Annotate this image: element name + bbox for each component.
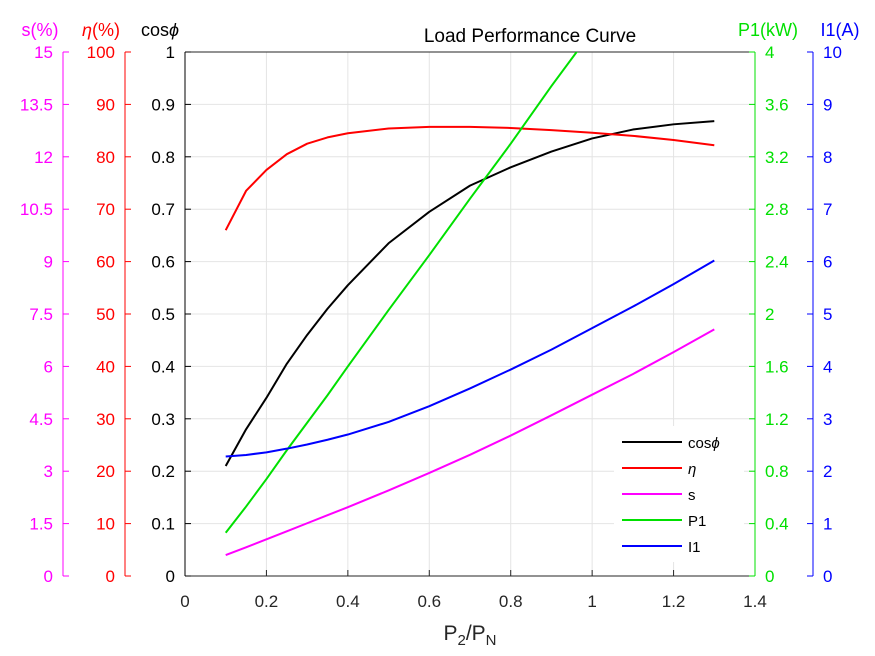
cos-tick-label: 1 xyxy=(166,43,175,62)
s-tick-label: 3 xyxy=(44,462,53,481)
series-line-i1 xyxy=(225,259,715,458)
legend-label-cos-main: cos xyxy=(688,435,711,452)
eta-tick-label: 40 xyxy=(96,357,115,376)
x-tick-label: 1.2 xyxy=(662,592,686,611)
p1-tick-label: 2 xyxy=(765,305,774,324)
eta-tick-label: 20 xyxy=(96,462,115,481)
legend-label-i1: I1 xyxy=(688,539,701,556)
p1-tick-label: 3.2 xyxy=(765,148,789,167)
i1-tick-label: 4 xyxy=(823,357,832,376)
s-tick-label: 10.5 xyxy=(20,200,53,219)
p1-tick-label: 1.6 xyxy=(765,357,789,376)
grid xyxy=(185,52,755,576)
eta-tick-label: 70 xyxy=(96,200,115,219)
eta-tick-label: 50 xyxy=(96,305,115,324)
s-tick-label: 1.5 xyxy=(29,515,53,534)
legend-label-p1: P1 xyxy=(688,513,706,530)
x-tick-label: 0 xyxy=(180,592,189,611)
eta-axis-title-rest: (%) xyxy=(92,20,120,40)
cos-tick-label: 0.9 xyxy=(151,95,175,114)
eta-tick-label: 60 xyxy=(96,253,115,272)
i1-tick-label: 2 xyxy=(823,462,832,481)
i1-tick-label: 7 xyxy=(823,200,832,219)
cos-tick-label: 0.4 xyxy=(151,357,175,376)
x-tick-label: 0.2 xyxy=(255,592,279,611)
eta-tick-label: 30 xyxy=(96,410,115,429)
x-axis-label-sub2: N xyxy=(486,632,497,649)
i1-tick-label: 9 xyxy=(823,95,832,114)
axes: 0 0.2 0.4 0.6 0.8 1 1.2 1.401.534.567.5910.5121… xyxy=(20,43,842,611)
x-tick-label: 1.4 xyxy=(743,592,767,611)
s-tick-label: 9 xyxy=(44,253,53,272)
legend-label-cos: cosϕ xyxy=(688,435,720,452)
i1-tick-label: 3 xyxy=(823,410,832,429)
series-line-eta xyxy=(224,125,715,231)
eta-tick-label: 80 xyxy=(96,148,115,167)
eta-tick-label: 10 xyxy=(96,515,115,534)
p1-tick-label: 3.6 xyxy=(765,95,789,114)
cos-tick-label: 0.3 xyxy=(151,410,175,429)
x-axis-label-sub1: 2 xyxy=(457,632,465,649)
i1-tick-label: 5 xyxy=(823,305,832,324)
plot-area xyxy=(185,51,755,577)
cos-tick-label: 0.6 xyxy=(151,253,175,272)
p1-tick-label: 0 xyxy=(765,567,774,586)
eta-axis-title: η(%) xyxy=(82,20,120,40)
cos-tick-label: 0.8 xyxy=(151,148,175,167)
cos-tick-label: 0 xyxy=(166,567,175,586)
s-tick-label: 6 xyxy=(44,357,53,376)
cos-tick-label: 0.1 xyxy=(151,515,175,534)
i1-tick-label: 0 xyxy=(823,567,832,586)
x-axis-label-sep: /P xyxy=(466,622,486,645)
p1-tick-label: 2.8 xyxy=(765,200,789,219)
legend: cosϕ η s P1 I1 xyxy=(614,426,744,562)
s-tick-label: 13.5 xyxy=(20,95,53,114)
s-tick-label: 12 xyxy=(34,148,53,167)
cos-axis-title: cosϕ xyxy=(141,20,179,40)
legend-label-cos-greek: ϕ xyxy=(711,435,719,452)
p1-tick-label: 1.2 xyxy=(765,410,789,429)
x-tick-label: 0.4 xyxy=(336,592,360,611)
chart-title: Load Performance Curve xyxy=(424,26,636,47)
s-tick-label: 15 xyxy=(34,43,53,62)
cos-tick-label: 0.7 xyxy=(151,200,175,219)
s-tick-label: 7.5 xyxy=(29,305,53,324)
series-line-p1 xyxy=(224,52,578,534)
x-tick-label: 0.6 xyxy=(417,592,441,611)
p1-tick-label: 2.4 xyxy=(765,253,789,272)
legend-label-eta: η xyxy=(688,461,696,478)
eta-tick-label: 0 xyxy=(106,567,115,586)
s-tick-label: 4.5 xyxy=(29,410,53,429)
x-axis-label-main: P xyxy=(443,622,457,645)
p1-tick-label: 0.4 xyxy=(765,515,789,534)
p1-axis-title: P1(kW) xyxy=(738,20,798,40)
eta-axis-title-greek: η xyxy=(82,20,92,40)
cos-tick-label: 0.2 xyxy=(151,462,175,481)
i1-tick-label: 1 xyxy=(823,515,832,534)
x-tick-label: 1 xyxy=(587,592,596,611)
p1-tick-label: 0.8 xyxy=(765,462,789,481)
eta-tick-label: 90 xyxy=(96,95,115,114)
legend-label-s: s xyxy=(688,487,696,504)
s-axis-title: s(%) xyxy=(22,20,59,40)
cos-axis-title-greek: ϕ xyxy=(169,20,179,40)
series-line-s xyxy=(225,328,715,556)
i1-tick-label: 8 xyxy=(823,148,832,167)
legend-label-eta-greek: η xyxy=(688,461,696,478)
cos-axis-title-main: cos xyxy=(141,20,169,40)
series xyxy=(224,52,715,556)
s-tick-label: 0 xyxy=(44,567,53,586)
i1-axis-title: I1(A) xyxy=(820,20,859,40)
p1-tick-label: 4 xyxy=(765,43,774,62)
eta-tick-label: 100 xyxy=(87,43,115,62)
cos-tick-label: 0.5 xyxy=(151,305,175,324)
i1-tick-label: 6 xyxy=(823,253,832,272)
i1-tick-label: 10 xyxy=(823,43,842,62)
x-tick-label: 0.8 xyxy=(499,592,523,611)
x-axis-label: P2/PN xyxy=(443,622,496,649)
